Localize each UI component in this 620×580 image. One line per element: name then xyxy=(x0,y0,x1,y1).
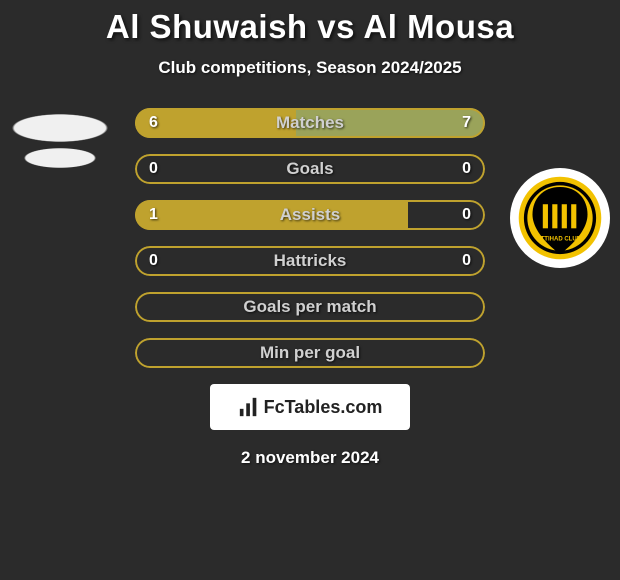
chart-icon xyxy=(238,396,260,418)
stat-value-left: 6 xyxy=(149,114,158,132)
ittihad-badge-icon: ITTIHAD CLUB xyxy=(517,175,603,261)
player-left-avatar xyxy=(10,88,110,188)
stat-label: Goals xyxy=(286,159,333,179)
stat-label: Goals per match xyxy=(243,297,376,317)
stat-value-right: 0 xyxy=(462,206,471,224)
stat-bars-container: 6 7 Matches 0 0 Goals 1 0 Assists 0 0 Hattricks Goal… xyxy=(135,108,485,368)
stat-label: Matches xyxy=(276,113,344,133)
stat-row-goals: 0 0 Goals xyxy=(135,154,485,184)
stat-value-right: 7 xyxy=(462,114,471,132)
fctables-logo-text: FcTables.com xyxy=(264,397,383,418)
stat-value-left: 0 xyxy=(149,160,158,178)
stat-label: Assists xyxy=(280,205,340,225)
svg-text:ITTIHAD CLUB: ITTIHAD CLUB xyxy=(539,236,582,242)
stat-row-matches: 6 7 Matches xyxy=(135,108,485,138)
fctables-logo: FcTables.com xyxy=(210,384,410,430)
page-title: Al Shuwaish vs Al Mousa xyxy=(0,0,620,46)
stat-row-min-per-goal: Min per goal xyxy=(135,338,485,368)
stat-value-left: 1 xyxy=(149,206,158,224)
stat-label: Min per goal xyxy=(260,343,360,363)
stat-value-right: 0 xyxy=(462,252,471,270)
stat-row-assists: 1 0 Assists xyxy=(135,200,485,230)
stat-value-left: 0 xyxy=(149,252,158,270)
bar-fill-left xyxy=(135,200,408,230)
stat-label: Hattricks xyxy=(274,251,347,271)
bar-fill-left xyxy=(135,108,296,138)
comparison-chart: ITTIHAD CLUB 67Matches00Goals10Assists00… xyxy=(0,108,620,468)
player-right-club-badge: ITTIHAD CLUB xyxy=(510,168,610,268)
date: 2 november 2024 xyxy=(0,448,620,468)
stat-row-hattricks: 0 0 Hattricks xyxy=(135,246,485,276)
stat-row-goals-per-match: Goals per match xyxy=(135,292,485,322)
stat-value-right: 0 xyxy=(462,160,471,178)
page-subtitle: Club competitions, Season 2024/2025 xyxy=(0,58,620,78)
